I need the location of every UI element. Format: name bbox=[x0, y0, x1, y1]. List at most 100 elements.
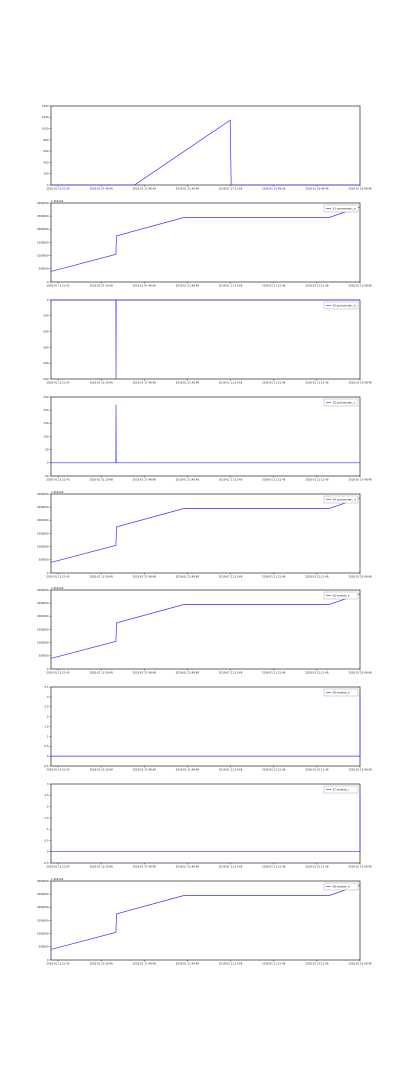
legend-box bbox=[323, 495, 359, 504]
y-tick-label: -400 bbox=[43, 361, 49, 365]
legend-label: X1 syntaxmatic_a bbox=[333, 206, 356, 210]
legend-label: X2 syntaxmatic_b bbox=[333, 303, 356, 307]
y-tick-label: 1000 bbox=[42, 126, 49, 130]
x-tick-label: 2018-01 11:13:48 bbox=[219, 478, 243, 482]
y-tick-label: -500 bbox=[43, 377, 49, 381]
x-tick-label: 2018-01 15:48:48 bbox=[348, 865, 372, 869]
axes-frame bbox=[50, 686, 361, 767]
x-tick-label: 2018-01 13:21:43 bbox=[46, 962, 70, 966]
legend-label: X5 semtab_a bbox=[333, 593, 350, 597]
x-tick-label: 2018-01 11:11:48 bbox=[305, 284, 329, 288]
x-tick-label: 2018-01 11:13:48 bbox=[219, 575, 243, 579]
offset-label: 1.4612e9 bbox=[51, 877, 64, 881]
chart-panel-8: -0.5 0 0.5 1 1.5 2 2.5 3 2018-01 13:21:43 2018-01… bbox=[43, 782, 372, 869]
x-tick-label: 2018-01 11:21:48 bbox=[262, 575, 286, 579]
y-tick-label: 2000000 bbox=[37, 518, 49, 522]
y-tick-label: 1000000 bbox=[37, 641, 49, 645]
x-tick-label: 2018-01 07:19:48 bbox=[89, 284, 113, 288]
y-tick-label: 1000000 bbox=[37, 932, 49, 936]
x-tick-label: 2018-01 15:48:48 bbox=[348, 575, 372, 579]
x-tick-label: 2018-01 13:19:48 bbox=[89, 865, 113, 869]
x-tick-label: 2018-01 21:11:48 bbox=[305, 865, 329, 869]
y-tick-label: 500000 bbox=[39, 267, 49, 271]
y-tick-label: 0 bbox=[47, 183, 49, 187]
y-tick-label: 0 bbox=[47, 280, 49, 284]
y-tick-label: 2.5 bbox=[44, 793, 48, 797]
offset-label: 1.4612e9 bbox=[51, 586, 64, 590]
y-tick-label: 0.5 bbox=[44, 744, 48, 748]
y-tick-label: 800 bbox=[44, 138, 49, 142]
y-tick-label: 1200 bbox=[42, 115, 49, 119]
series-line bbox=[51, 404, 360, 464]
x-tick-label: 2018-01 21:48:48 bbox=[176, 671, 200, 675]
x-tick-label: 2018-01 17:48:48 bbox=[133, 671, 157, 675]
legend-box bbox=[323, 204, 359, 213]
x-tick-label: 2018-01 07:48:48 bbox=[89, 187, 113, 191]
chart-panel-7: -0.5 0 0.5 1 1.5 2 2.5 3 3.5 2018-01 13:21:43 2018… bbox=[43, 685, 372, 772]
legend-label: X7 semtab_c bbox=[333, 787, 350, 791]
y-tick-label: 0 bbox=[47, 754, 49, 758]
x-tick-label: 2018-01 11:21:48 bbox=[262, 671, 286, 675]
chart-panel-9: 0 500000 1000000 1500000 2000000 2500000 30000… bbox=[37, 877, 372, 966]
y-tick-label: 3000000 bbox=[37, 201, 49, 205]
y-tick-label: 0 bbox=[47, 667, 49, 671]
x-tick-label: 2018-01 11:13:48 bbox=[219, 381, 243, 385]
x-tick-label: 2018-01 21:11:48 bbox=[305, 478, 329, 482]
legend: X1 syntaxmatic_a bbox=[323, 204, 359, 213]
y-tick-label: 600 bbox=[44, 149, 49, 153]
legend-box bbox=[323, 882, 359, 891]
offset-label: 1.4612e9 bbox=[51, 199, 64, 203]
x-tick-label: 2018-01 11:21:48 bbox=[262, 478, 286, 482]
x-tick-label: 2018-01 13:21:43 bbox=[46, 768, 70, 772]
series-line bbox=[51, 692, 361, 757]
axes-frame bbox=[50, 396, 361, 477]
x-tick-label: 2018-01 07:48:48 bbox=[133, 284, 157, 288]
y-tick-label: 100 bbox=[44, 434, 49, 438]
y-tick-label: 200 bbox=[44, 172, 49, 176]
x-tick-label: 2018-01 11:13:48 bbox=[219, 671, 243, 675]
x-tick-label: 2018-01 11:13:48 bbox=[219, 284, 243, 288]
legend: X3 syntaxmatic_c bbox=[323, 398, 359, 407]
x-tick-label: 2018-01 13:19:48 bbox=[89, 575, 113, 579]
y-tick-label: 0 bbox=[47, 461, 49, 465]
y-tick-label: 2 bbox=[47, 804, 49, 808]
y-tick-label: 2000000 bbox=[37, 614, 49, 618]
x-tick-label: 2018-01 21:48:48 bbox=[176, 381, 200, 385]
x-tick-label: 2018-01 11:13:48 bbox=[219, 865, 243, 869]
axes-frame bbox=[50, 783, 361, 864]
x-tick-label: 2018-01 21:11:48 bbox=[305, 768, 329, 772]
axes-frame bbox=[50, 493, 361, 574]
y-tick-label: 50 bbox=[45, 448, 49, 452]
x-tick-label: 2018-01 17:11:48 bbox=[219, 187, 243, 191]
y-tick-label: 1400 bbox=[42, 104, 49, 108]
x-tick-label: 2018-01 19:48:48 bbox=[348, 187, 372, 191]
y-tick-label: 500000 bbox=[39, 654, 49, 658]
y-tick-label: 2000000 bbox=[37, 227, 49, 231]
y-tick-label: 400 bbox=[44, 160, 49, 164]
y-tick-label: 1.5 bbox=[44, 816, 48, 820]
x-tick-label: 2018-01 21:11:48 bbox=[305, 962, 329, 966]
legend-label: X6 semtab_b bbox=[333, 690, 350, 694]
legend-box bbox=[323, 398, 359, 407]
x-tick-label: 2018-01 13:19:48 bbox=[89, 671, 113, 675]
x-tick-label: 2018-01 16:48:48 bbox=[305, 187, 329, 191]
legend-label: X8 semtab_d bbox=[333, 884, 350, 888]
x-tick-label: 2018-01 21:48:48 bbox=[176, 768, 200, 772]
y-tick-label: 0 bbox=[47, 571, 49, 575]
chart-panel-2: 0 500000 1000000 1500000 2000000 2500000 30000… bbox=[37, 199, 372, 288]
legend-box bbox=[323, 301, 359, 310]
y-tick-label: 1000000 bbox=[37, 254, 49, 258]
series-line bbox=[51, 795, 361, 853]
x-tick-label: 2018-01 13:21:43 bbox=[46, 284, 70, 288]
y-tick-label: 2500000 bbox=[37, 892, 49, 896]
y-tick-label: 2 bbox=[47, 715, 49, 719]
y-tick-label: 0 bbox=[47, 850, 49, 854]
axes-frame bbox=[50, 202, 361, 283]
x-tick-label: 2018-01 15:48:48 bbox=[348, 768, 372, 772]
legend-box bbox=[323, 785, 359, 794]
x-tick-label: 2018-01 13:21:43 bbox=[46, 381, 70, 385]
y-tick-label: -300 bbox=[43, 345, 49, 349]
x-tick-label: 2018-01 17:48:48 bbox=[133, 768, 157, 772]
x-tick-label: 2018-01 21:48:48 bbox=[176, 962, 200, 966]
x-tick-label: 2018-01 15:48:48 bbox=[262, 187, 286, 191]
